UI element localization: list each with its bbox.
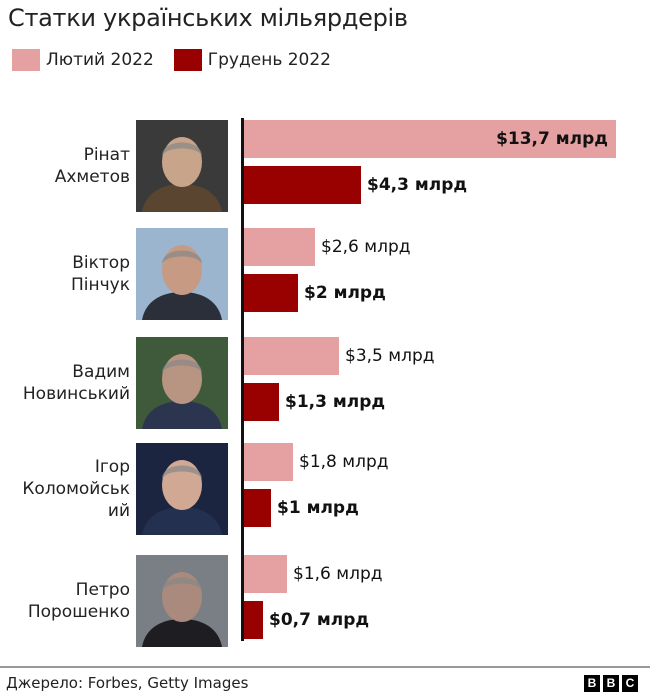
legend-swatch-dec bbox=[173, 49, 202, 71]
value-label-feb: $1,6 млрд bbox=[293, 564, 383, 584]
bar-group: Петро Порошенко $1,6 млрд $0,7 млрд bbox=[0, 555, 650, 647]
bbc-logo-letter: C bbox=[622, 675, 638, 692]
value-label-dec: $1,3 млрд bbox=[285, 392, 386, 412]
value-label-dec: $2 млрд bbox=[304, 283, 386, 303]
bar-feb-2022 bbox=[244, 120, 616, 158]
value-label-feb: $3,5 млрд bbox=[345, 346, 435, 366]
person-name-line: Ігор bbox=[94, 457, 130, 477]
bar-group: Рінат Ахметов $13,7 млрд $4,3 млрд bbox=[0, 120, 650, 212]
person-name-line: Петро bbox=[75, 580, 130, 600]
bar-dec-2022 bbox=[244, 166, 361, 204]
person-name: Віктор Пінчук bbox=[5, 252, 130, 296]
footer-divider bbox=[0, 666, 650, 668]
bar-feb-2022 bbox=[244, 337, 339, 375]
value-label-dec: $0,7 млрд bbox=[269, 610, 370, 630]
bar-group: Віктор Пінчук $2,6 млрд $2 млрд bbox=[0, 228, 650, 320]
legend-label-dec: Грудень 2022 bbox=[207, 50, 331, 70]
value-label-feb: $2,6 млрд bbox=[321, 237, 411, 257]
bar-feb-2022 bbox=[244, 555, 287, 593]
bar-dec-2022 bbox=[244, 383, 279, 421]
legend-swatch-feb bbox=[12, 49, 40, 71]
bar-feb-2022 bbox=[244, 228, 315, 266]
person-name: Вадим Новинський bbox=[5, 361, 130, 405]
bar-group: Вадим Новинський $3,5 млрд $1,3 млрд bbox=[0, 337, 650, 429]
portrait-icon bbox=[136, 120, 228, 212]
person-photo bbox=[136, 337, 228, 429]
bar-dec-2022 bbox=[244, 274, 298, 312]
bbc-logo: B B C bbox=[584, 675, 641, 692]
value-label-feb: $13,7 млрд bbox=[496, 129, 608, 149]
bar-dec-2022 bbox=[244, 489, 271, 527]
person-name: Петро Порошенко bbox=[5, 579, 130, 623]
legend-item-dec: Грудень 2022 bbox=[173, 49, 331, 71]
value-label-feb: $1,8 млрд bbox=[299, 452, 389, 472]
legend-label-feb: Лютий 2022 bbox=[46, 50, 154, 70]
person-photo bbox=[136, 120, 228, 212]
bar-feb-2022 bbox=[244, 443, 293, 481]
bar-dec-2022 bbox=[244, 601, 263, 639]
person-name: Ігор Коломойськ ий bbox=[5, 456, 130, 522]
person-name-line: Порошенко bbox=[27, 602, 130, 622]
bar-group: Ігор Коломойськ ий $1,8 млрд $1 млрд bbox=[0, 443, 650, 535]
person-name-line: Новинський bbox=[22, 384, 130, 404]
value-label-dec: $4,3 млрд bbox=[367, 175, 468, 195]
portrait-icon bbox=[136, 228, 228, 320]
portrait-icon bbox=[136, 443, 228, 535]
person-photo bbox=[136, 443, 228, 535]
person-name-line: Віктор bbox=[72, 253, 130, 273]
person-name-line: Коломойськ bbox=[22, 479, 130, 499]
person-name-line: Рінат bbox=[83, 145, 130, 165]
person-name: Рінат Ахметов bbox=[5, 144, 130, 188]
value-label-dec: $1 млрд bbox=[277, 498, 359, 518]
person-photo bbox=[136, 228, 228, 320]
person-name-line: Вадим bbox=[72, 362, 130, 382]
bbc-logo-letter: B bbox=[584, 675, 600, 692]
y-axis-line bbox=[241, 118, 244, 641]
person-name-line: Ахметов bbox=[54, 167, 130, 187]
portrait-icon bbox=[136, 555, 228, 647]
legend-item-feb: Лютий 2022 bbox=[12, 49, 154, 71]
portrait-icon bbox=[136, 337, 228, 429]
person-name-line: ий bbox=[107, 501, 130, 521]
legend: Лютий 2022 Грудень 2022 bbox=[12, 48, 351, 72]
source-note: Джерело: Forbes, Getty Images bbox=[6, 674, 249, 692]
person-name-line: Пінчук bbox=[71, 275, 130, 295]
bbc-logo-letter: B bbox=[603, 675, 619, 692]
chart-title: Статки українських мільярдерів bbox=[8, 4, 408, 32]
person-photo bbox=[136, 555, 228, 647]
